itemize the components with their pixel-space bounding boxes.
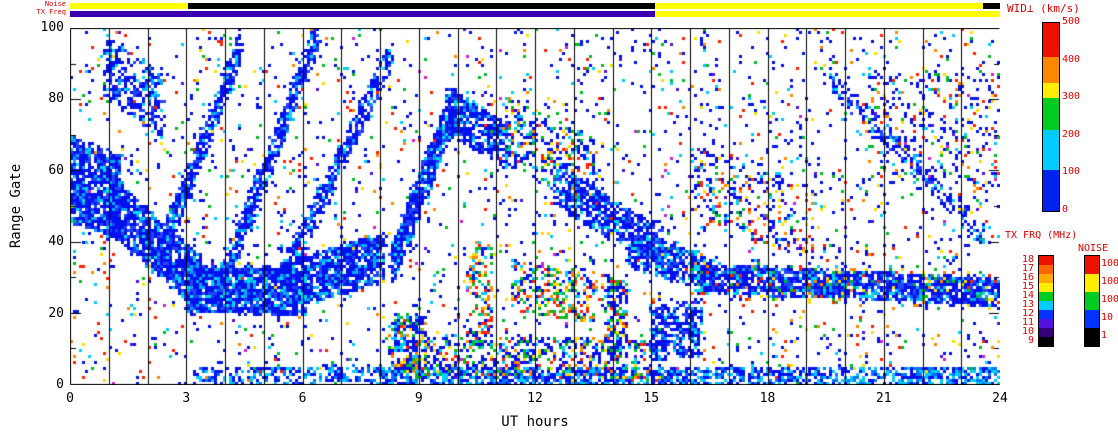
wid-colorbar-segment <box>1043 23 1059 57</box>
txfrq-colorbar-segment <box>1039 292 1053 301</box>
wid-tick-label: 0 <box>1062 204 1069 215</box>
txfrq-colorbar <box>1038 255 1054 347</box>
noise-status-bar <box>70 3 1000 9</box>
txfrq-tick-label: 17 <box>1021 263 1034 274</box>
x-axis-title: UT hours <box>501 414 569 430</box>
wid-colorbar-segment <box>1043 169 1059 211</box>
x-tick-label: 21 <box>875 391 892 406</box>
rti-plot-canvas <box>70 28 1000 385</box>
txfrq-colorbar-segment <box>1039 301 1053 310</box>
noise-colorbar-segment <box>1085 310 1099 328</box>
wid-colorbar-title: WID⊥ (km/s) <box>1007 2 1080 15</box>
noise-colorbar-title: NOISE <box>1078 243 1109 254</box>
txfrq-tick-label: 12 <box>1021 308 1034 319</box>
wid-colorbar-segment <box>1043 130 1059 170</box>
noise-colorbar-segment <box>1085 256 1099 274</box>
x-tick-label: 15 <box>643 391 660 406</box>
txfrq-tick-label: 18 <box>1021 254 1034 265</box>
txfrq-colorbar-segment <box>1039 283 1053 292</box>
y-tick-label: 100 <box>40 20 64 35</box>
y-tick-label: 60 <box>48 162 64 178</box>
txfrq-tick-label: 9 <box>1027 335 1034 346</box>
txfrq-tick-label: 16 <box>1021 272 1034 283</box>
noise-tick-label: 100 <box>1101 294 1118 305</box>
status-bar-segment <box>982 3 1000 9</box>
y-tick-label: 40 <box>48 234 64 250</box>
wid-tick-label: 500 <box>1062 16 1081 27</box>
status-bar-segment <box>655 3 983 9</box>
noise-tick-label: 10000 <box>1101 258 1118 269</box>
wid-tick-label: 300 <box>1062 91 1081 103</box>
txfrq-colorbar-segment <box>1039 319 1053 328</box>
y-tick-label: 20 <box>48 305 64 321</box>
wid-tick-label: 400 <box>1062 53 1081 65</box>
y-tick-label: 80 <box>48 91 64 107</box>
status-bar-segment <box>70 11 656 17</box>
txfrq-colorbar-segment <box>1039 274 1053 283</box>
txfreq-status-bar <box>70 11 1000 17</box>
txfrq-colorbar-segment <box>1039 328 1053 337</box>
noise-colorbar-segment <box>1085 292 1099 310</box>
noise-colorbar-segment <box>1085 274 1099 292</box>
noise-bar-label: Noise <box>44 0 66 8</box>
status-bar-segment <box>70 3 189 9</box>
txfrq-tick-label: 11 <box>1021 317 1034 328</box>
y-tick-label: 0 <box>56 377 64 392</box>
wid-colorbar-segment <box>1043 83 1059 99</box>
x-tick-label: 12 <box>527 391 543 406</box>
y-axis-title: Range Gate <box>8 163 24 249</box>
txfrq-tick-label: 13 <box>1021 299 1034 310</box>
txfrq-colorbar-title: TX FRQ (MHz) <box>1005 230 1078 241</box>
txfrq-colorbar-segment <box>1039 265 1053 274</box>
noise-tick-label: 1 <box>1101 330 1108 341</box>
txfrq-tick-label: 14 <box>1021 290 1034 301</box>
x-tick-label: 9 <box>414 391 423 406</box>
x-tick-label: 24 <box>992 391 1008 406</box>
txfrq-colorbar-segment <box>1039 337 1053 346</box>
txfrq-tick-label: 15 <box>1021 281 1034 292</box>
wid-colorbar-segment <box>1043 98 1059 131</box>
status-bar-segment <box>188 3 656 9</box>
status-bar-segment <box>655 11 1000 17</box>
noise-colorbar <box>1084 255 1100 347</box>
txfrq-tick-label: 10 <box>1021 326 1034 337</box>
x-tick-label: 3 <box>182 391 191 406</box>
wid-colorbar-segment <box>1043 56 1059 84</box>
x-tick-label: 6 <box>298 391 307 406</box>
wid-colorbar <box>1042 22 1060 212</box>
txfrq-colorbar-segment <box>1039 310 1053 319</box>
x-tick-label: 0 <box>66 391 74 406</box>
txfreq-bar-label: TX Freq <box>36 8 66 16</box>
noise-colorbar-segment <box>1085 328 1099 346</box>
txfrq-colorbar-segment <box>1039 256 1053 265</box>
wid-tick-label: 200 <box>1062 128 1081 140</box>
x-tick-label: 18 <box>759 391 776 406</box>
noise-tick-label: 10 <box>1101 312 1114 323</box>
wid-tick-label: 100 <box>1062 166 1081 178</box>
